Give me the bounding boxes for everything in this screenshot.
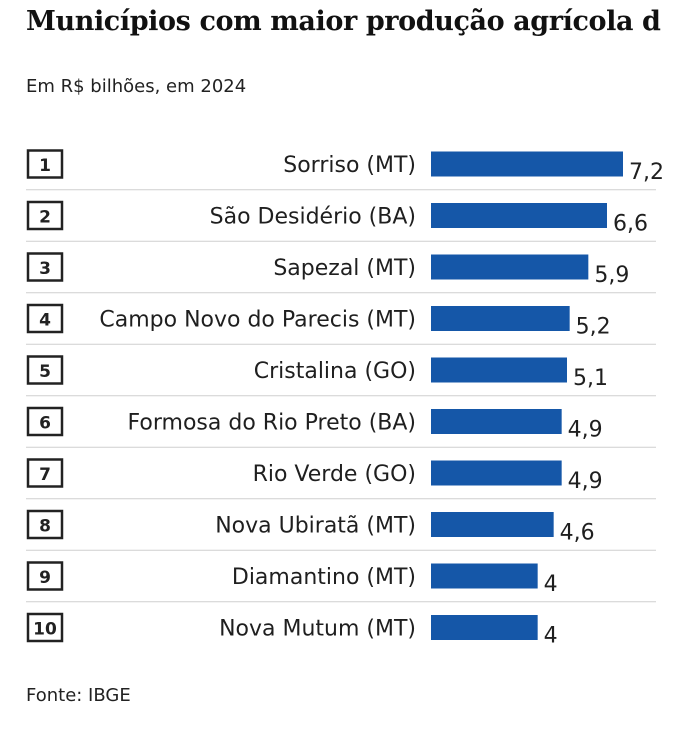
value-label: 4 — [544, 624, 558, 649]
rank-box — [26, 458, 64, 488]
bar — [431, 357, 567, 383]
rank-number: 2 — [39, 208, 51, 228]
value-label: 5,9 — [594, 263, 629, 288]
category-label: Cristalina (GO) — [254, 359, 416, 384]
rank-box — [26, 200, 64, 231]
category-label: Nova Mutum (MT) — [219, 617, 416, 642]
rank-number: 5 — [39, 362, 51, 382]
rank-box — [26, 252, 64, 282]
rank-box — [26, 612, 64, 643]
value-label: 7,2 — [629, 160, 664, 185]
bar-row: 10 Nova Mutum (MT) 4 — [26, 612, 558, 649]
rank-number: 1 — [39, 156, 51, 176]
rank-number: 3 — [39, 259, 51, 279]
chart-title: Municípios com maior produção agrícola d — [26, 6, 661, 37]
rank-number: 9 — [39, 568, 51, 588]
category-label: Diamantino (MT) — [232, 565, 416, 590]
bar — [431, 254, 589, 280]
value-label: 5,2 — [576, 315, 611, 340]
rank-number: 8 — [39, 517, 51, 537]
rank-box — [26, 303, 64, 334]
bar-row: 3 Sapezal (MT) 5,9 — [26, 252, 656, 294]
value-label: 6,6 — [613, 212, 648, 237]
bar — [431, 151, 623, 177]
category-label: Rio Verde (GO) — [253, 462, 416, 487]
rank-box — [26, 561, 64, 591]
chart-subtitle: Em R$ bilhões, em 2024 — [26, 76, 247, 97]
category-label: Formosa do Rio Preto (BA) — [128, 411, 416, 436]
value-label: 4 — [544, 572, 558, 597]
bar — [431, 563, 538, 589]
category-label: São Desidério (BA) — [210, 205, 416, 230]
value-label: 5,1 — [573, 366, 608, 391]
value-label: 4,9 — [568, 469, 603, 494]
value-label: 4,9 — [568, 418, 603, 443]
bar — [431, 615, 538, 640]
bar-row: 1 Sorriso (MT) 7,2 — [26, 149, 664, 191]
bar — [431, 460, 562, 486]
bar-row: 7 Rio Verde (GO) 4,9 — [26, 458, 656, 500]
rank-number: 7 — [39, 465, 51, 485]
category-label: Nova Ubiratã (MT) — [215, 514, 416, 539]
rank-number: 6 — [39, 414, 51, 434]
source-note: Fonte: IBGE — [26, 685, 131, 706]
rank-box — [26, 406, 64, 437]
bar-row: 6 Formosa do Rio Preto (BA) 4,9 — [26, 406, 656, 448]
rank-box — [26, 149, 64, 179]
bar — [431, 203, 607, 228]
category-label: Sorriso (MT) — [283, 153, 416, 178]
bar — [431, 306, 570, 331]
bar-row: 9 Diamantino (MT) 4 — [26, 561, 656, 603]
rank-number: 10 — [33, 620, 57, 640]
category-label: Sapezal (MT) — [273, 256, 416, 281]
rank-number: 4 — [39, 311, 51, 331]
bar-row: 2 São Desidério (BA) 6,6 — [26, 200, 656, 242]
rank-box — [26, 509, 64, 540]
bar-row: 4 Campo Novo do Parecis (MT) 5,2 — [26, 303, 656, 345]
rank-box — [26, 355, 64, 385]
category-label: Campo Novo do Parecis (MT) — [99, 308, 416, 333]
bar-chart: 1 Sorriso (MT) 7,2 2 São Desidério (BA) 6,6 3 S… — [26, 149, 664, 649]
bar-row: 5 Cristalina (GO) 5,1 — [26, 355, 656, 397]
value-label: 4,6 — [560, 521, 595, 546]
bar-row: 8 Nova Ubiratã (MT) 4,6 — [26, 509, 656, 551]
bar — [431, 512, 554, 537]
bar — [431, 409, 562, 434]
